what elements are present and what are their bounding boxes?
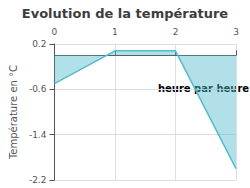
svg-text:0.2: 0.2 — [32, 39, 46, 49]
svg-text:-1.4: -1.4 — [29, 130, 47, 140]
svg-text:2: 2 — [173, 27, 179, 37]
svg-text:Evolution de la température: Evolution de la température — [22, 6, 229, 21]
svg-text:-2.2: -2.2 — [29, 175, 47, 185]
svg-text:1: 1 — [112, 27, 118, 37]
svg-text:0: 0 — [52, 27, 58, 37]
svg-text:3: 3 — [233, 27, 239, 37]
svg-text:-0.6: -0.6 — [29, 84, 47, 94]
svg-text:Température en °C: Température en °C — [8, 65, 19, 160]
